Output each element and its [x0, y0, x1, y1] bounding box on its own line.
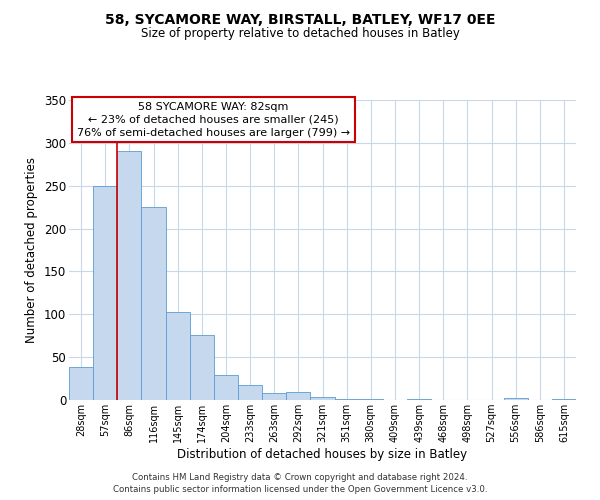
Bar [93, 186, 117, 400]
Bar [214, 375, 238, 400]
Bar [335, 399, 359, 400]
Bar [552, 399, 576, 400]
Bar [262, 393, 286, 400]
Bar [503, 398, 528, 400]
Bar [310, 396, 335, 400]
Text: Size of property relative to detached houses in Batley: Size of property relative to detached ho… [140, 28, 460, 40]
Bar [359, 399, 383, 400]
Text: 58 SYCAMORE WAY: 82sqm
← 23% of detached houses are smaller (245)
76% of semi-de: 58 SYCAMORE WAY: 82sqm ← 23% of detached… [77, 102, 350, 138]
Bar [238, 384, 262, 400]
Bar [286, 392, 310, 400]
Text: Contains public sector information licensed under the Open Government Licence v3: Contains public sector information licen… [113, 485, 487, 494]
Text: 58, SYCAMORE WAY, BIRSTALL, BATLEY, WF17 0EE: 58, SYCAMORE WAY, BIRSTALL, BATLEY, WF17… [105, 12, 495, 26]
Bar [117, 150, 142, 400]
Bar [142, 207, 166, 400]
Bar [190, 335, 214, 400]
X-axis label: Distribution of detached houses by size in Batley: Distribution of detached houses by size … [178, 448, 467, 461]
Text: Contains HM Land Registry data © Crown copyright and database right 2024.: Contains HM Land Registry data © Crown c… [132, 472, 468, 482]
Y-axis label: Number of detached properties: Number of detached properties [25, 157, 38, 343]
Bar [166, 312, 190, 400]
Bar [69, 366, 93, 400]
Bar [407, 399, 431, 400]
